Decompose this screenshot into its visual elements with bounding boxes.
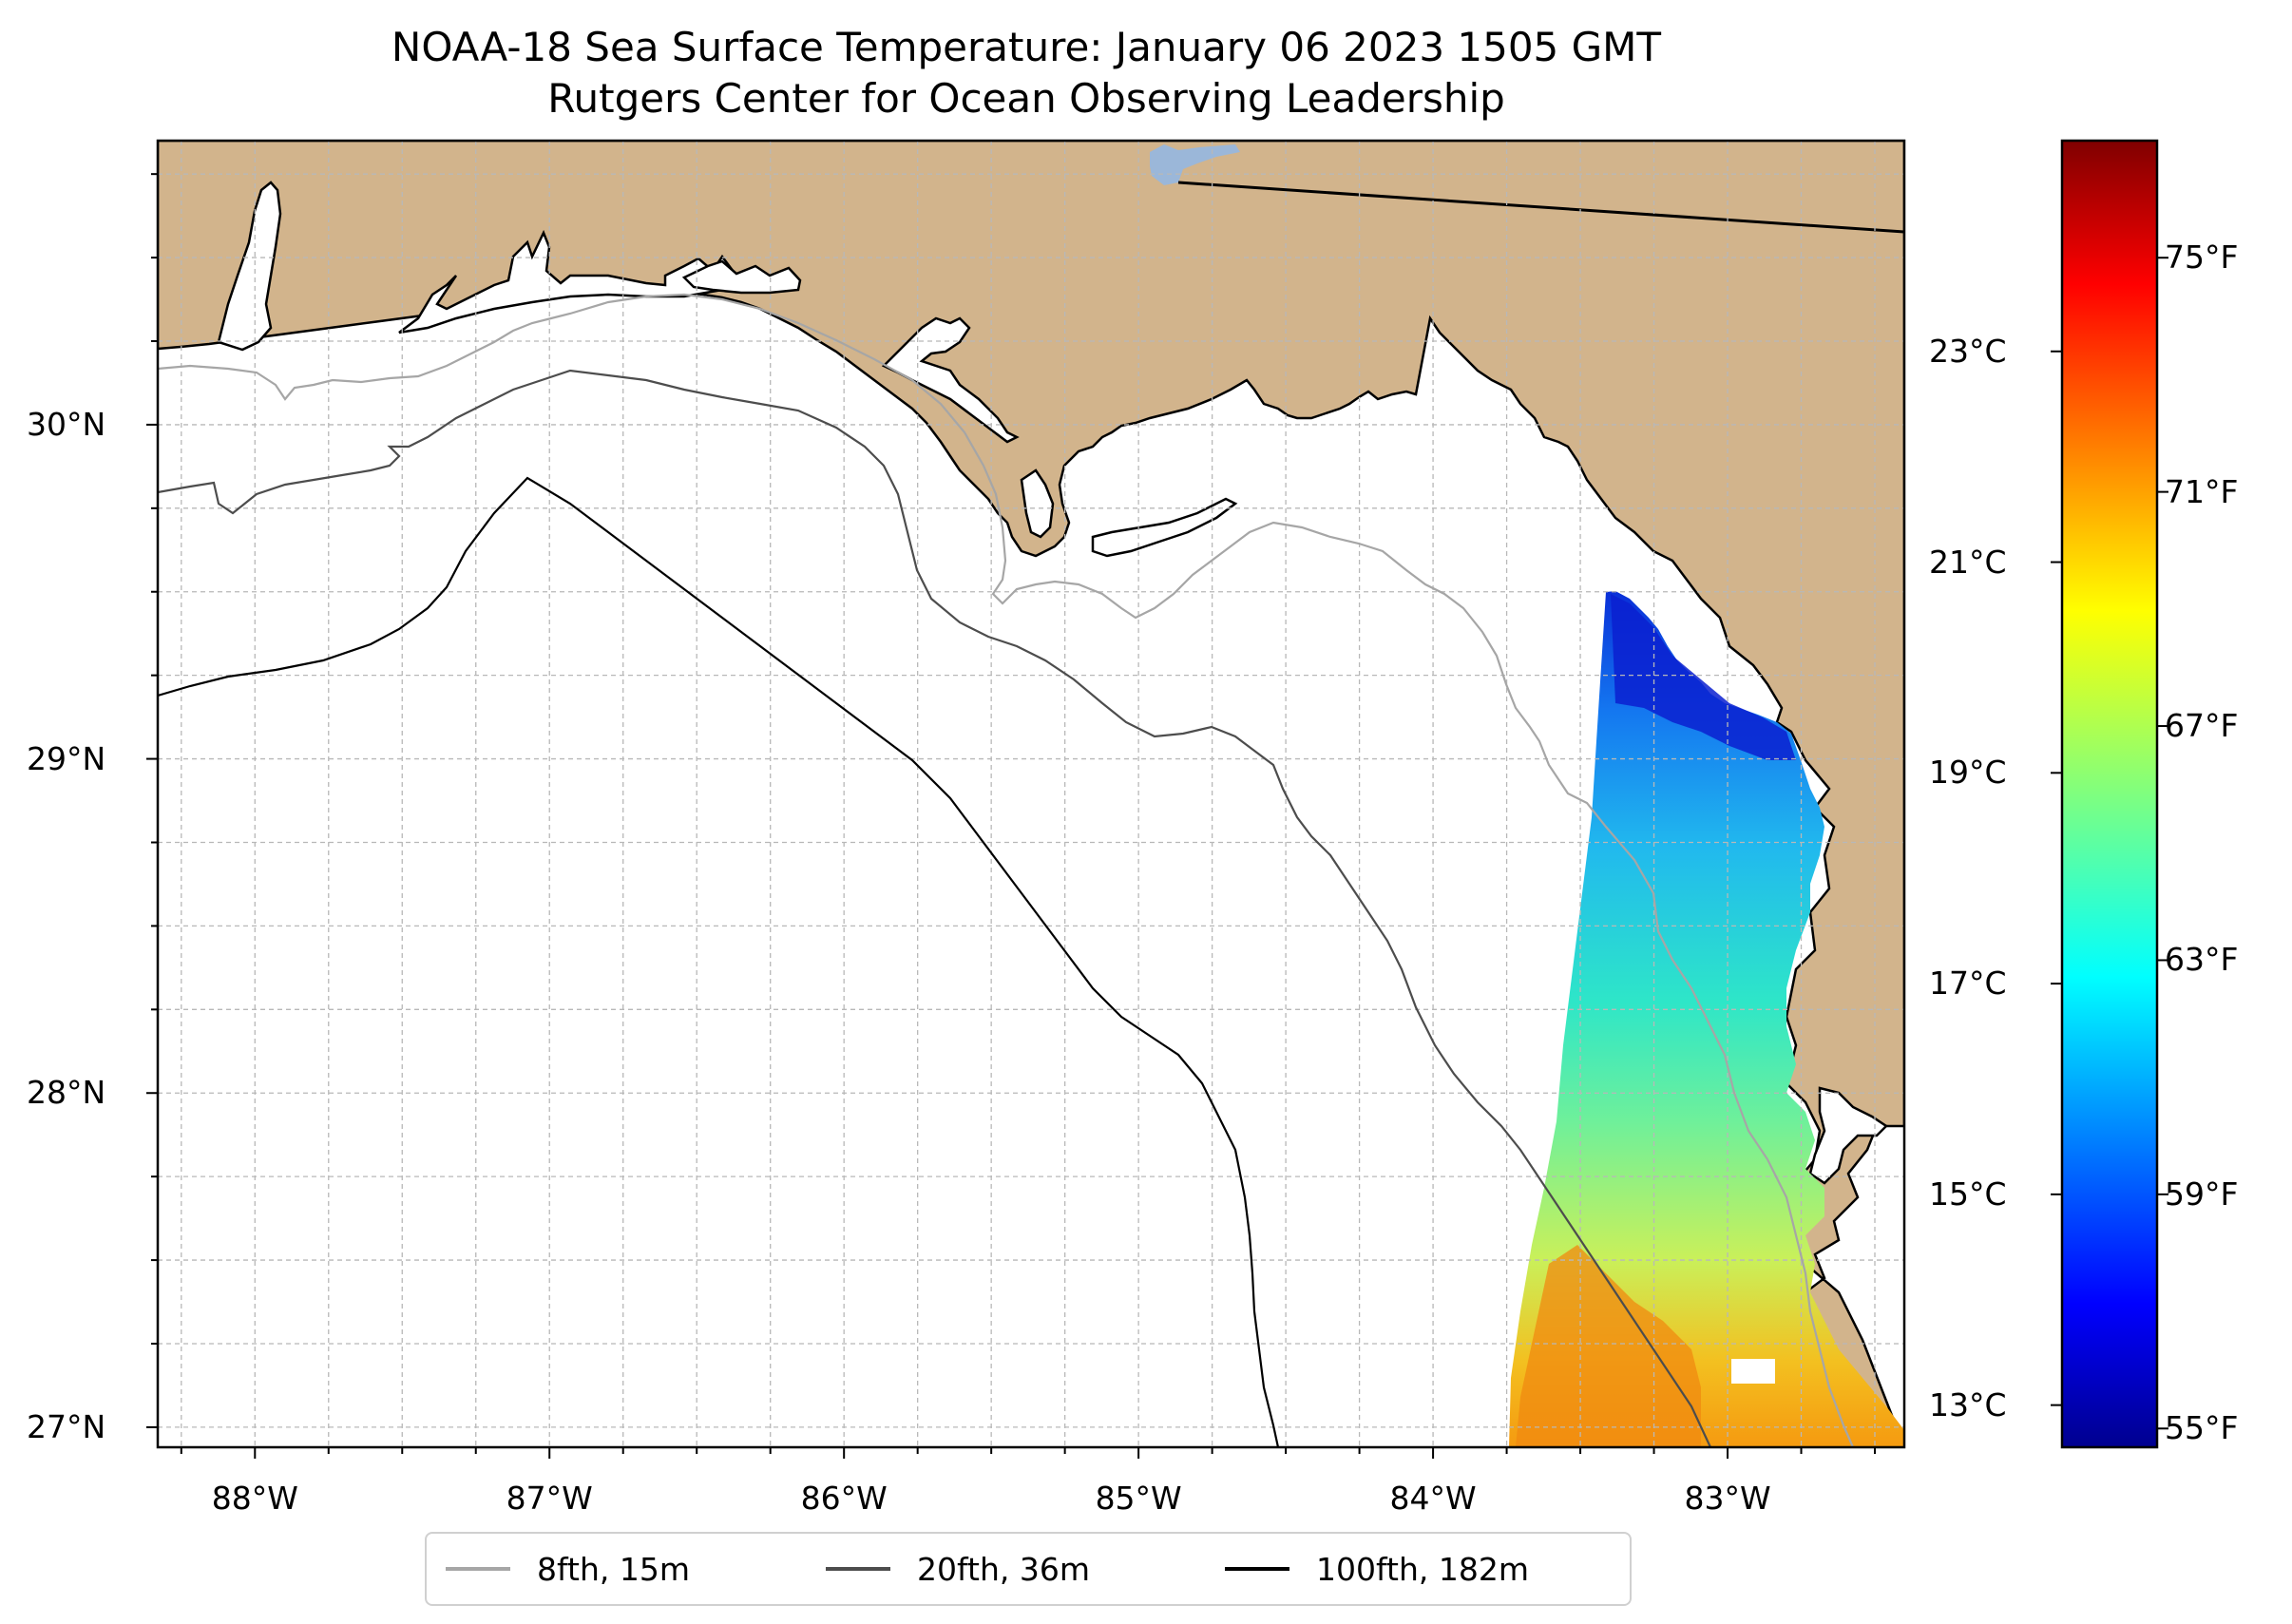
isobath-8fth [158,293,1855,1447]
colorbar-ticks [2051,257,2168,1430]
legend-label: 20fth, 36m [917,1550,1090,1588]
lon-tick-label: 86°W [800,1480,888,1517]
lon-tick-label: 87°W [506,1480,593,1517]
colorbar-celsius-label: 13°C [1929,1385,2007,1423]
sst-warm-patch [1516,1245,1701,1447]
colorbar-fahrenheit-label: 63°F [2165,941,2239,979]
apalachee-bay-inlet [1091,497,1238,558]
colorbar-celsius-label: 21°C [1929,543,2007,581]
colorbar-fahrenheit-label: 75°F [2165,239,2239,277]
inland-lake [1150,144,1240,185]
colorbar-celsius-label: 19°C [1929,754,2007,792]
legend-label: 8fth, 15m [537,1550,691,1588]
lat-tick-label: 28°N [27,1074,106,1112]
chart-subtitle: Rutgers Center for Ocean Observing Leade… [547,75,1505,122]
cloud-gap [1731,1359,1775,1384]
colorbar-fahrenheit-label: 71°F [2165,472,2239,510]
gridlines [158,141,1904,1447]
legend-swatch [1225,1567,1289,1571]
lon-tick-label: 84°W [1389,1480,1477,1517]
choctawhatchee-bay [681,259,802,295]
tampa-bay [1808,1086,1888,1185]
mobile-bay [217,181,282,352]
lat-tick-label: 29°N [27,739,106,777]
legend-label: 100fth, 182m [1316,1550,1529,1588]
lat-tick-label: 30°N [27,405,106,443]
colorbar [2060,139,2159,1449]
legend-item-20fth: 20fth, 36m [826,1534,1090,1604]
legend-swatch [826,1567,890,1571]
colorbar-celsius-label: 17°C [1929,965,2007,1003]
colorbar-fahrenheit-label: 67°F [2165,707,2239,745]
chart-title: NOAA-18 Sea Surface Temperature: January… [391,24,1662,70]
lat-tick-label: 27°N [27,1407,106,1445]
state-border [1177,181,1904,234]
legend-item-100fth: 100fth, 182m [1225,1534,1529,1604]
apalachicola-bay [1020,468,1055,539]
lon-tick-label: 88°W [211,1480,298,1517]
colorbar-celsius-label: 15°C [1929,1175,2007,1213]
legend-swatch [446,1567,510,1571]
st-andrew-bay [881,316,1020,444]
colorbar-celsius-label: 23°C [1929,332,2007,370]
map-frame [156,139,1906,1449]
isobath-legend: 8fth, 15m 20fth, 36m 100fth, 182m [425,1532,1632,1606]
legend-item-8fth: 8fth, 15m [446,1534,690,1604]
lon-tick-label: 85°W [1095,1480,1182,1517]
lon-tick-label: 83°W [1684,1480,1771,1517]
pensacola-bay [398,229,738,334]
colorbar-fahrenheit-label: 55°F [2165,1409,2239,1447]
axis-ticks [146,173,1877,1459]
isobath-20fth [158,369,1711,1447]
sst-cold-core [1611,594,1796,760]
colorbar-fahrenheit-label: 59°F [2165,1175,2239,1213]
isobath-100fth [158,476,1280,1447]
